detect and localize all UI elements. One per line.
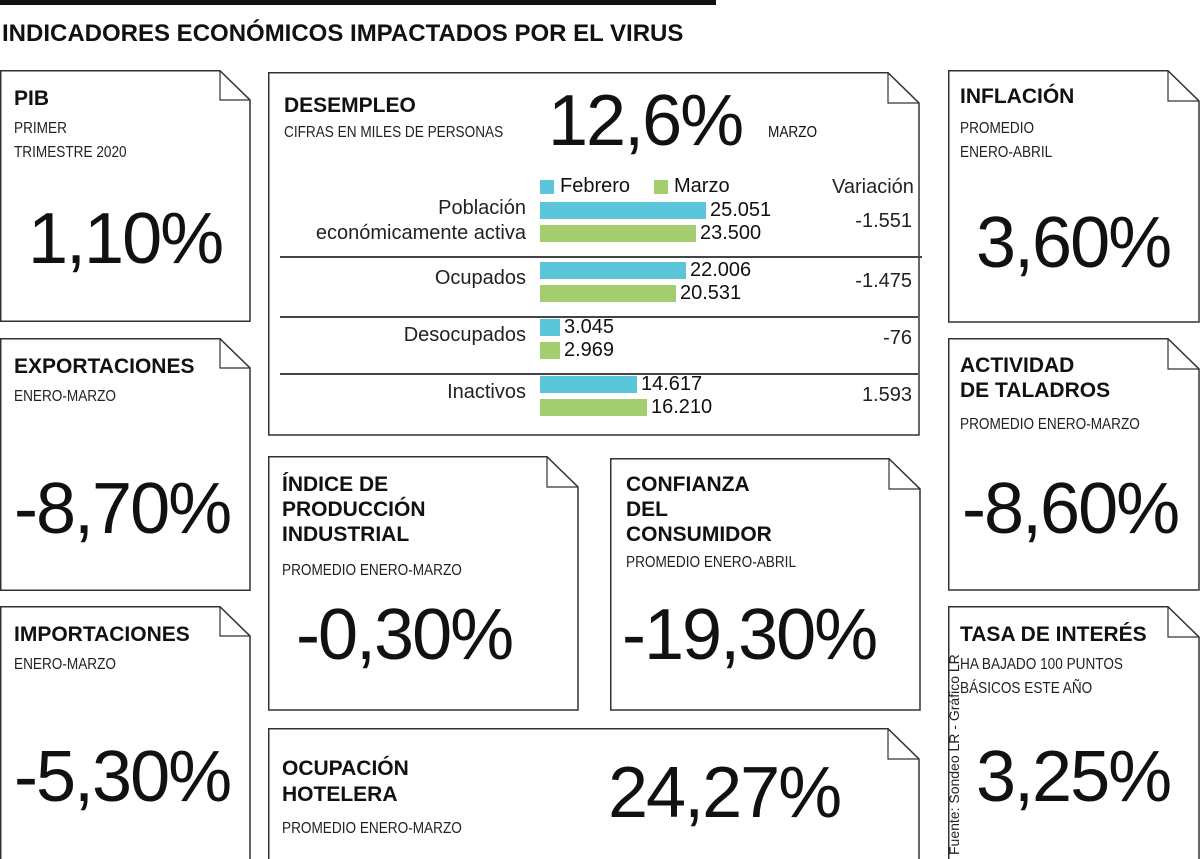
card-title: CONSUMIDOR	[626, 523, 772, 546]
labor-chart: Febrero Marzo Población económicamente acti…	[268, 72, 922, 436]
period-label: MARZO	[768, 124, 818, 141]
card-frame	[268, 728, 920, 859]
card-frame	[268, 456, 579, 711]
card-subtitle: ENERO-ABRIL	[960, 144, 1053, 161]
card-desempleo: DESEMPLEO CIFRAS EN MILES DE PERSONAS 12…	[268, 72, 922, 436]
bar-marzo	[540, 285, 676, 302]
card-value: -0,30%	[296, 595, 514, 675]
variation-value: -1.551	[855, 210, 912, 232]
card-title: DE TALADROS	[960, 379, 1111, 402]
card-value: 24,27%	[608, 753, 842, 833]
card-frame	[0, 606, 251, 859]
card-exportaciones: EXPORTACIONES ENERO-MARZO -8,70%	[0, 338, 251, 591]
card-title: INFLACIÓN	[960, 85, 1075, 108]
bar-value-label: 3.045	[564, 316, 615, 338]
card-subtitle: TRIMESTRE 2020	[14, 144, 127, 161]
card-title: DESEMPLEO	[284, 94, 416, 117]
card-pib: PIB PRIMER TRIMESTRE 2020 1,10%	[0, 70, 251, 322]
bar-febrero	[540, 262, 686, 279]
legend-swatch	[654, 179, 668, 194]
card-frame	[610, 458, 921, 711]
card-subtitle: PROMEDIO ENERO-MARZO	[282, 820, 462, 837]
card-actividad-taladros: ACTIVIDAD DE TALADROS PROMEDIO ENERO-MAR…	[948, 338, 1200, 591]
card-frame	[948, 70, 1200, 323]
card-frame	[268, 72, 920, 436]
card-frame	[0, 338, 251, 591]
variation-value: -76	[883, 327, 912, 349]
row-divider	[280, 316, 918, 318]
source-note: Fuente: Sondeo LR - Gráfico LR	[946, 654, 962, 855]
card-subtitle: ENERO-MARZO	[14, 388, 116, 405]
unemployment-rate: 12,6%	[548, 81, 744, 161]
card-value: 3,60%	[976, 203, 1172, 283]
variation-value: 1.593	[861, 384, 912, 406]
card-subtitle: ENERO-MARZO	[14, 656, 116, 673]
card-produccion-industrial: ÍNDICE DE PRODUCCIÓN INDUSTRIAL PROMEDIO…	[268, 456, 579, 711]
legend-swatch	[540, 179, 554, 194]
card-subtitle: PROMEDIO	[960, 120, 1035, 137]
card-value: -19,30%	[622, 595, 878, 675]
card-title: DEL	[626, 498, 668, 521]
row-divider	[280, 256, 922, 258]
bar-value-label: 20.531	[680, 282, 742, 304]
category-label: Ocupados	[434, 267, 526, 289]
card-title: TASA DE INTERÉS	[960, 623, 1147, 646]
top-rule	[0, 0, 716, 5]
legend-label: Marzo	[674, 175, 730, 197]
card-subtitle: PROMEDIO ENERO-ABRIL	[626, 554, 797, 571]
category-label: Inactivos	[447, 381, 526, 403]
variation-header: Variación	[832, 176, 914, 198]
bar-marzo	[540, 399, 647, 416]
card-value: -8,60%	[962, 469, 1180, 549]
bar-febrero	[540, 376, 637, 393]
legend-item-febrero: Febrero	[540, 175, 630, 198]
card-frame	[948, 338, 1200, 591]
legend-label: Febrero	[560, 175, 631, 197]
card-title: EXPORTACIONES	[14, 355, 195, 378]
row-divider	[280, 373, 918, 375]
card-frame	[948, 606, 1200, 859]
card-value: 1,10%	[28, 199, 224, 279]
legend-item-marzo: Marzo	[654, 175, 730, 198]
card-title: IMPORTACIONES	[14, 623, 190, 646]
card-subtitle: CIFRAS EN MILES DE PERSONAS	[284, 124, 504, 141]
card-title: HOTELERA	[282, 783, 398, 806]
bar-marzo	[540, 225, 696, 242]
category-label: Población económicamente activa	[315, 197, 526, 244]
category-label: Desocupados	[403, 324, 526, 346]
card-title: INDUSTRIAL	[282, 523, 410, 546]
card-tasa-interes: TASA DE INTERÉS HA BAJADO 100 PUNTOS BÁS…	[948, 606, 1200, 859]
bar-febrero	[540, 202, 706, 219]
card-frame	[0, 70, 251, 322]
card-title: ACTIVIDAD	[960, 354, 1075, 377]
card-confianza-consumidor: CONFIANZA DEL CONSUMIDOR PROMEDIO ENERO-…	[610, 458, 921, 711]
bar-febrero	[540, 319, 560, 336]
bar-marzo	[540, 342, 560, 359]
bar-value-label: 16.210	[651, 396, 713, 418]
card-title: CONFIANZA	[626, 473, 750, 496]
card-title: OCUPACIÓN	[282, 757, 409, 780]
bar-value-label: 25.051	[710, 199, 772, 221]
card-title: ÍNDICE DE	[282, 473, 389, 496]
card-ocupacion-hotelera: OCUPACIÓN HOTELERA PROMEDIO ENERO-MARZO …	[268, 728, 920, 859]
bar-value-label: 23.500	[700, 222, 762, 244]
bar-value-label: 2.969	[564, 339, 615, 361]
card-importaciones: IMPORTACIONES ENERO-MARZO -5,30%	[0, 606, 251, 859]
card-value: -5,30%	[14, 737, 232, 817]
card-value: 3,25%	[976, 737, 1172, 817]
bar-value-label: 14.617	[641, 373, 703, 395]
bar-value-label: 22.006	[690, 259, 752, 281]
card-subtitle: BÁSICOS ESTE AÑO	[960, 680, 1093, 697]
card-title: PIB	[14, 87, 50, 110]
card-value: -8,70%	[14, 469, 232, 549]
card-title: PRODUCCIÓN	[282, 498, 426, 521]
card-subtitle: PROMEDIO ENERO-MARZO	[282, 562, 462, 579]
card-inflacion: INFLACIÓN PROMEDIO ENERO-ABRIL 3,60%	[948, 70, 1200, 323]
variation-value: -1.475	[855, 270, 912, 292]
card-subtitle: PROMEDIO ENERO-MARZO	[960, 416, 1140, 433]
card-subtitle: HA BAJADO 100 PUNTOS	[960, 656, 1124, 673]
card-subtitle: PRIMER	[14, 120, 67, 137]
page-title: INDICADORES ECONÓMICOS IMPACTADOS POR EL…	[2, 20, 684, 47]
